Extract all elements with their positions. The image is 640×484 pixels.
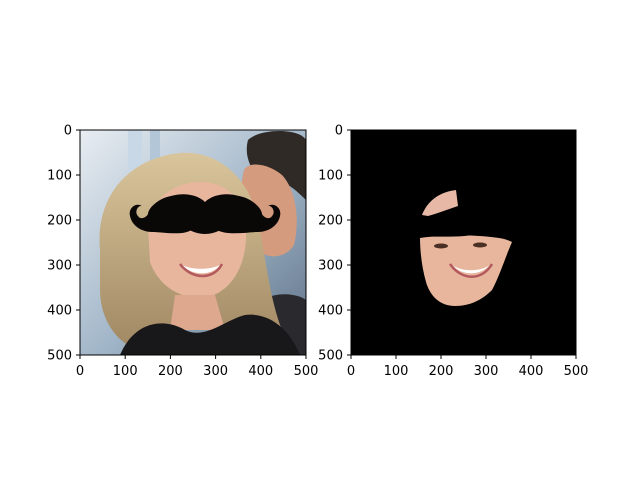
left-ytick-2: 200 xyxy=(47,214,72,229)
left-eye xyxy=(434,243,448,249)
smile xyxy=(452,265,490,274)
man-hair xyxy=(246,131,306,200)
right-ytick-0: 0 xyxy=(335,124,343,139)
left-xtick-2: 200 xyxy=(158,364,183,379)
right-ytick-3: 300 xyxy=(318,259,343,274)
left-ytick-labels: 0 100 200 300 400 500 xyxy=(47,124,72,364)
forehead-fragment xyxy=(422,190,458,216)
left-ytick-4: 400 xyxy=(47,304,72,319)
woman-dress xyxy=(120,314,300,355)
right-image xyxy=(351,130,576,355)
left-image xyxy=(80,130,306,355)
left-xtick-3: 300 xyxy=(203,364,228,379)
left-ytick-1: 100 xyxy=(47,169,72,184)
right-ytick-4: 400 xyxy=(318,304,343,319)
right-xtick-4: 400 xyxy=(519,364,544,379)
right-xtick-labels: 0 100 200 300 400 500 xyxy=(347,364,589,379)
right-xtick-2: 200 xyxy=(429,364,454,379)
left-xtick-0: 0 xyxy=(76,364,84,379)
left-xtick-5: 500 xyxy=(294,364,319,379)
right-xtick-5: 500 xyxy=(564,364,589,379)
right-ytick-2: 200 xyxy=(318,214,343,229)
left-xtick-1: 100 xyxy=(113,364,138,379)
left-axes-frame xyxy=(79,129,307,356)
right-ytick-labels: 0 100 200 300 400 500 xyxy=(318,124,343,364)
right-xtick-1: 100 xyxy=(384,364,409,379)
right-ticks xyxy=(347,129,577,359)
right-ytick-5: 500 xyxy=(318,349,343,364)
right-eye xyxy=(473,242,487,248)
left-ytick-3: 300 xyxy=(47,259,72,274)
left-ytick-0: 0 xyxy=(64,124,72,139)
right-xtick-3: 300 xyxy=(474,364,499,379)
right-ytick-1: 100 xyxy=(318,169,343,184)
left-xtick-labels: 0 100 200 300 400 500 xyxy=(76,364,319,379)
left-xtick-4: 400 xyxy=(248,364,273,379)
left-ytick-5: 500 xyxy=(47,349,72,364)
left-ticks xyxy=(76,129,307,359)
woman-smile xyxy=(182,265,220,274)
right-xtick-0: 0 xyxy=(347,364,355,379)
right-axes-frame xyxy=(350,129,577,356)
woman-neck xyxy=(170,295,225,330)
